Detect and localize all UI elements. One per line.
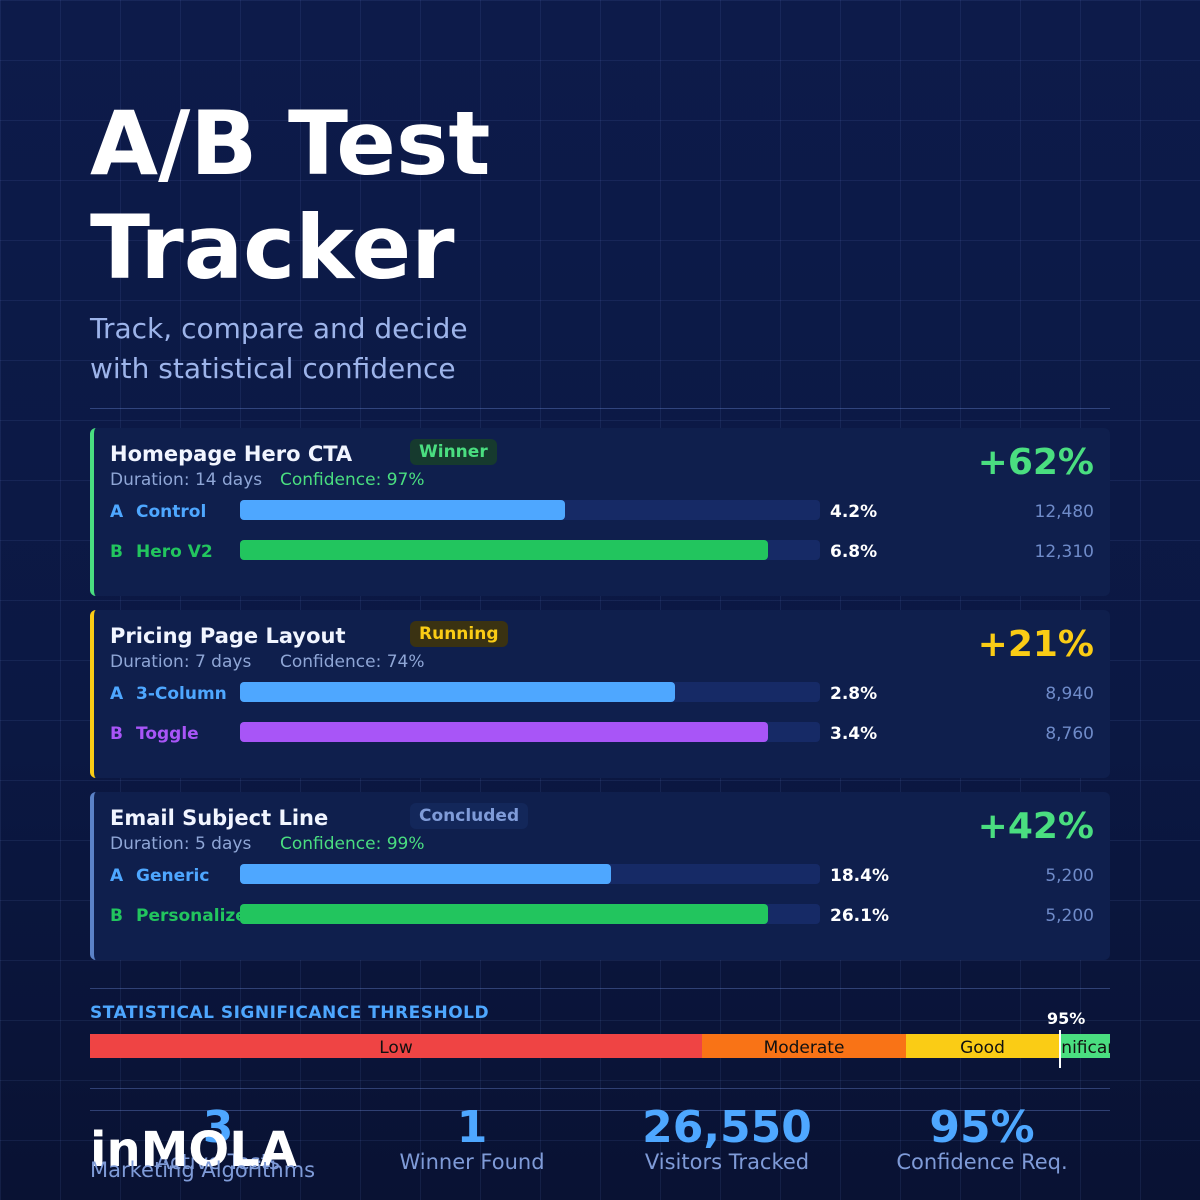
conversion-bar-fill (240, 722, 768, 742)
conversion-bar-track (240, 540, 820, 560)
variant-letter: B (110, 906, 123, 926)
stat-confidence-req-value: 95% (929, 1102, 1035, 1153)
lift-value: +62% (977, 442, 1094, 483)
brand-logo: inMOLA (90, 1122, 297, 1178)
conversion-bar-track (240, 682, 820, 702)
threshold-title: STATISTICAL SIGNIFICANCE THRESHOLD (90, 1003, 490, 1023)
stat-winner-found-value: 1 (456, 1102, 488, 1153)
header-divider (90, 408, 1110, 409)
test-confidence: Confidence: 97% (280, 470, 425, 490)
page-title: A/B Test Tracker (90, 92, 790, 300)
threshold-marker-label: 95% (1047, 1009, 1086, 1028)
status-badge: Concluded (410, 803, 529, 829)
variant-letter: A (110, 502, 124, 522)
variant-letter: B (110, 724, 123, 744)
stats-divider (90, 1088, 1110, 1089)
conversion-rate: 18.4% (830, 866, 889, 886)
threshold-divider (90, 988, 1110, 989)
threshold-segment-low: Low (90, 1034, 702, 1058)
brand-tagline: Marketing Algorithms (90, 1158, 316, 1182)
conversion-bar-fill (240, 864, 612, 884)
visitor-count: 8,760 (1045, 724, 1094, 744)
stat-visitors-tracked-value: 26,550 (642, 1102, 812, 1153)
lift-value: +21% (977, 624, 1094, 665)
conversion-bar-track (240, 864, 820, 884)
page-subtitle-line2: with statistical confidence (90, 352, 456, 385)
test-duration: Duration: 5 days (110, 834, 252, 854)
test-confidence: Confidence: 74% (280, 652, 425, 672)
variant-name: 3-Column (136, 684, 227, 704)
stat-visitors-tracked-label: Visitors Tracked (644, 1150, 810, 1174)
variant-name: Generic (136, 866, 210, 886)
conversion-rate: 4.2% (830, 502, 878, 522)
variant-name: Hero V2 (136, 542, 213, 562)
stat-active-tests-label: Active Tests (156, 1150, 280, 1174)
variant-letter: A (110, 684, 124, 704)
page-subtitle-line1: Track, compare and decide (90, 312, 468, 345)
page-subtitle: Track, compare and decide with statistic… (90, 309, 790, 389)
conversion-rate: 6.8% (830, 542, 878, 562)
visitor-count: 5,200 (1045, 866, 1094, 886)
test-duration: Duration: 7 days (110, 652, 252, 672)
test-name: Email Subject Line (110, 806, 329, 830)
stats-divider-inner (90, 1110, 1110, 1111)
threshold-segment-significant: Significant (1059, 1034, 1110, 1058)
conversion-bar-fill (240, 500, 565, 520)
test-name: Pricing Page Layout (110, 624, 346, 648)
conversion-bar-fill (240, 540, 768, 560)
stat-winner-found-label: Winner Found (399, 1150, 545, 1174)
stat-active-tests-value: 3 (202, 1102, 234, 1153)
visitor-count: 8,940 (1045, 684, 1094, 704)
page-title-line2: Tracker (90, 196, 455, 299)
variant-name: Personalized (136, 906, 244, 926)
variant-letter: B (110, 542, 123, 562)
test-duration: Duration: 14 days (110, 470, 263, 490)
visitor-count: 12,310 (1034, 542, 1094, 562)
variant-name: Control (136, 502, 207, 522)
conversion-bar-track (240, 722, 820, 742)
test-card-homepage-hero[interactable]: Homepage Hero CTA Winner Duration: 14 da… (90, 428, 1110, 596)
status-badge: Winner (410, 439, 497, 465)
threshold-segment-significant-label: Significant (1059, 1038, 1110, 1058)
test-card-pricing-page[interactable]: Pricing Page Layout Running Duration: 7 … (90, 610, 1110, 778)
threshold-bar: Low Moderate Good Significant (90, 1034, 1110, 1058)
test-card-email-subject[interactable]: Email Subject Line Concluded Duration: 5… (90, 792, 1110, 960)
conversion-rate: 3.4% (830, 724, 878, 744)
conversion-bar-fill (240, 682, 675, 702)
lift-value: +42% (977, 806, 1094, 847)
page-title-line1: A/B Test (90, 92, 491, 195)
status-badge: Running (410, 621, 508, 647)
conversion-rate: 2.8% (830, 684, 878, 704)
conversion-bar-fill (240, 904, 768, 924)
variant-letter: A (110, 866, 124, 886)
conversion-bar-track (240, 904, 820, 924)
threshold-segment-moderate: Moderate (702, 1034, 906, 1058)
threshold-segment-good: Good (906, 1034, 1059, 1058)
stat-confidence-req-label: Confidence Req. (896, 1150, 1068, 1174)
visitor-count: 5,200 (1045, 906, 1094, 926)
conversion-rate: 26.1% (830, 906, 889, 926)
conversion-bar-track (240, 500, 820, 520)
visitor-count: 12,480 (1034, 502, 1094, 522)
variant-name: Toggle (136, 724, 199, 744)
threshold-marker (1059, 1030, 1061, 1068)
test-name: Homepage Hero CTA (110, 442, 353, 466)
test-confidence: Confidence: 99% (280, 834, 425, 854)
